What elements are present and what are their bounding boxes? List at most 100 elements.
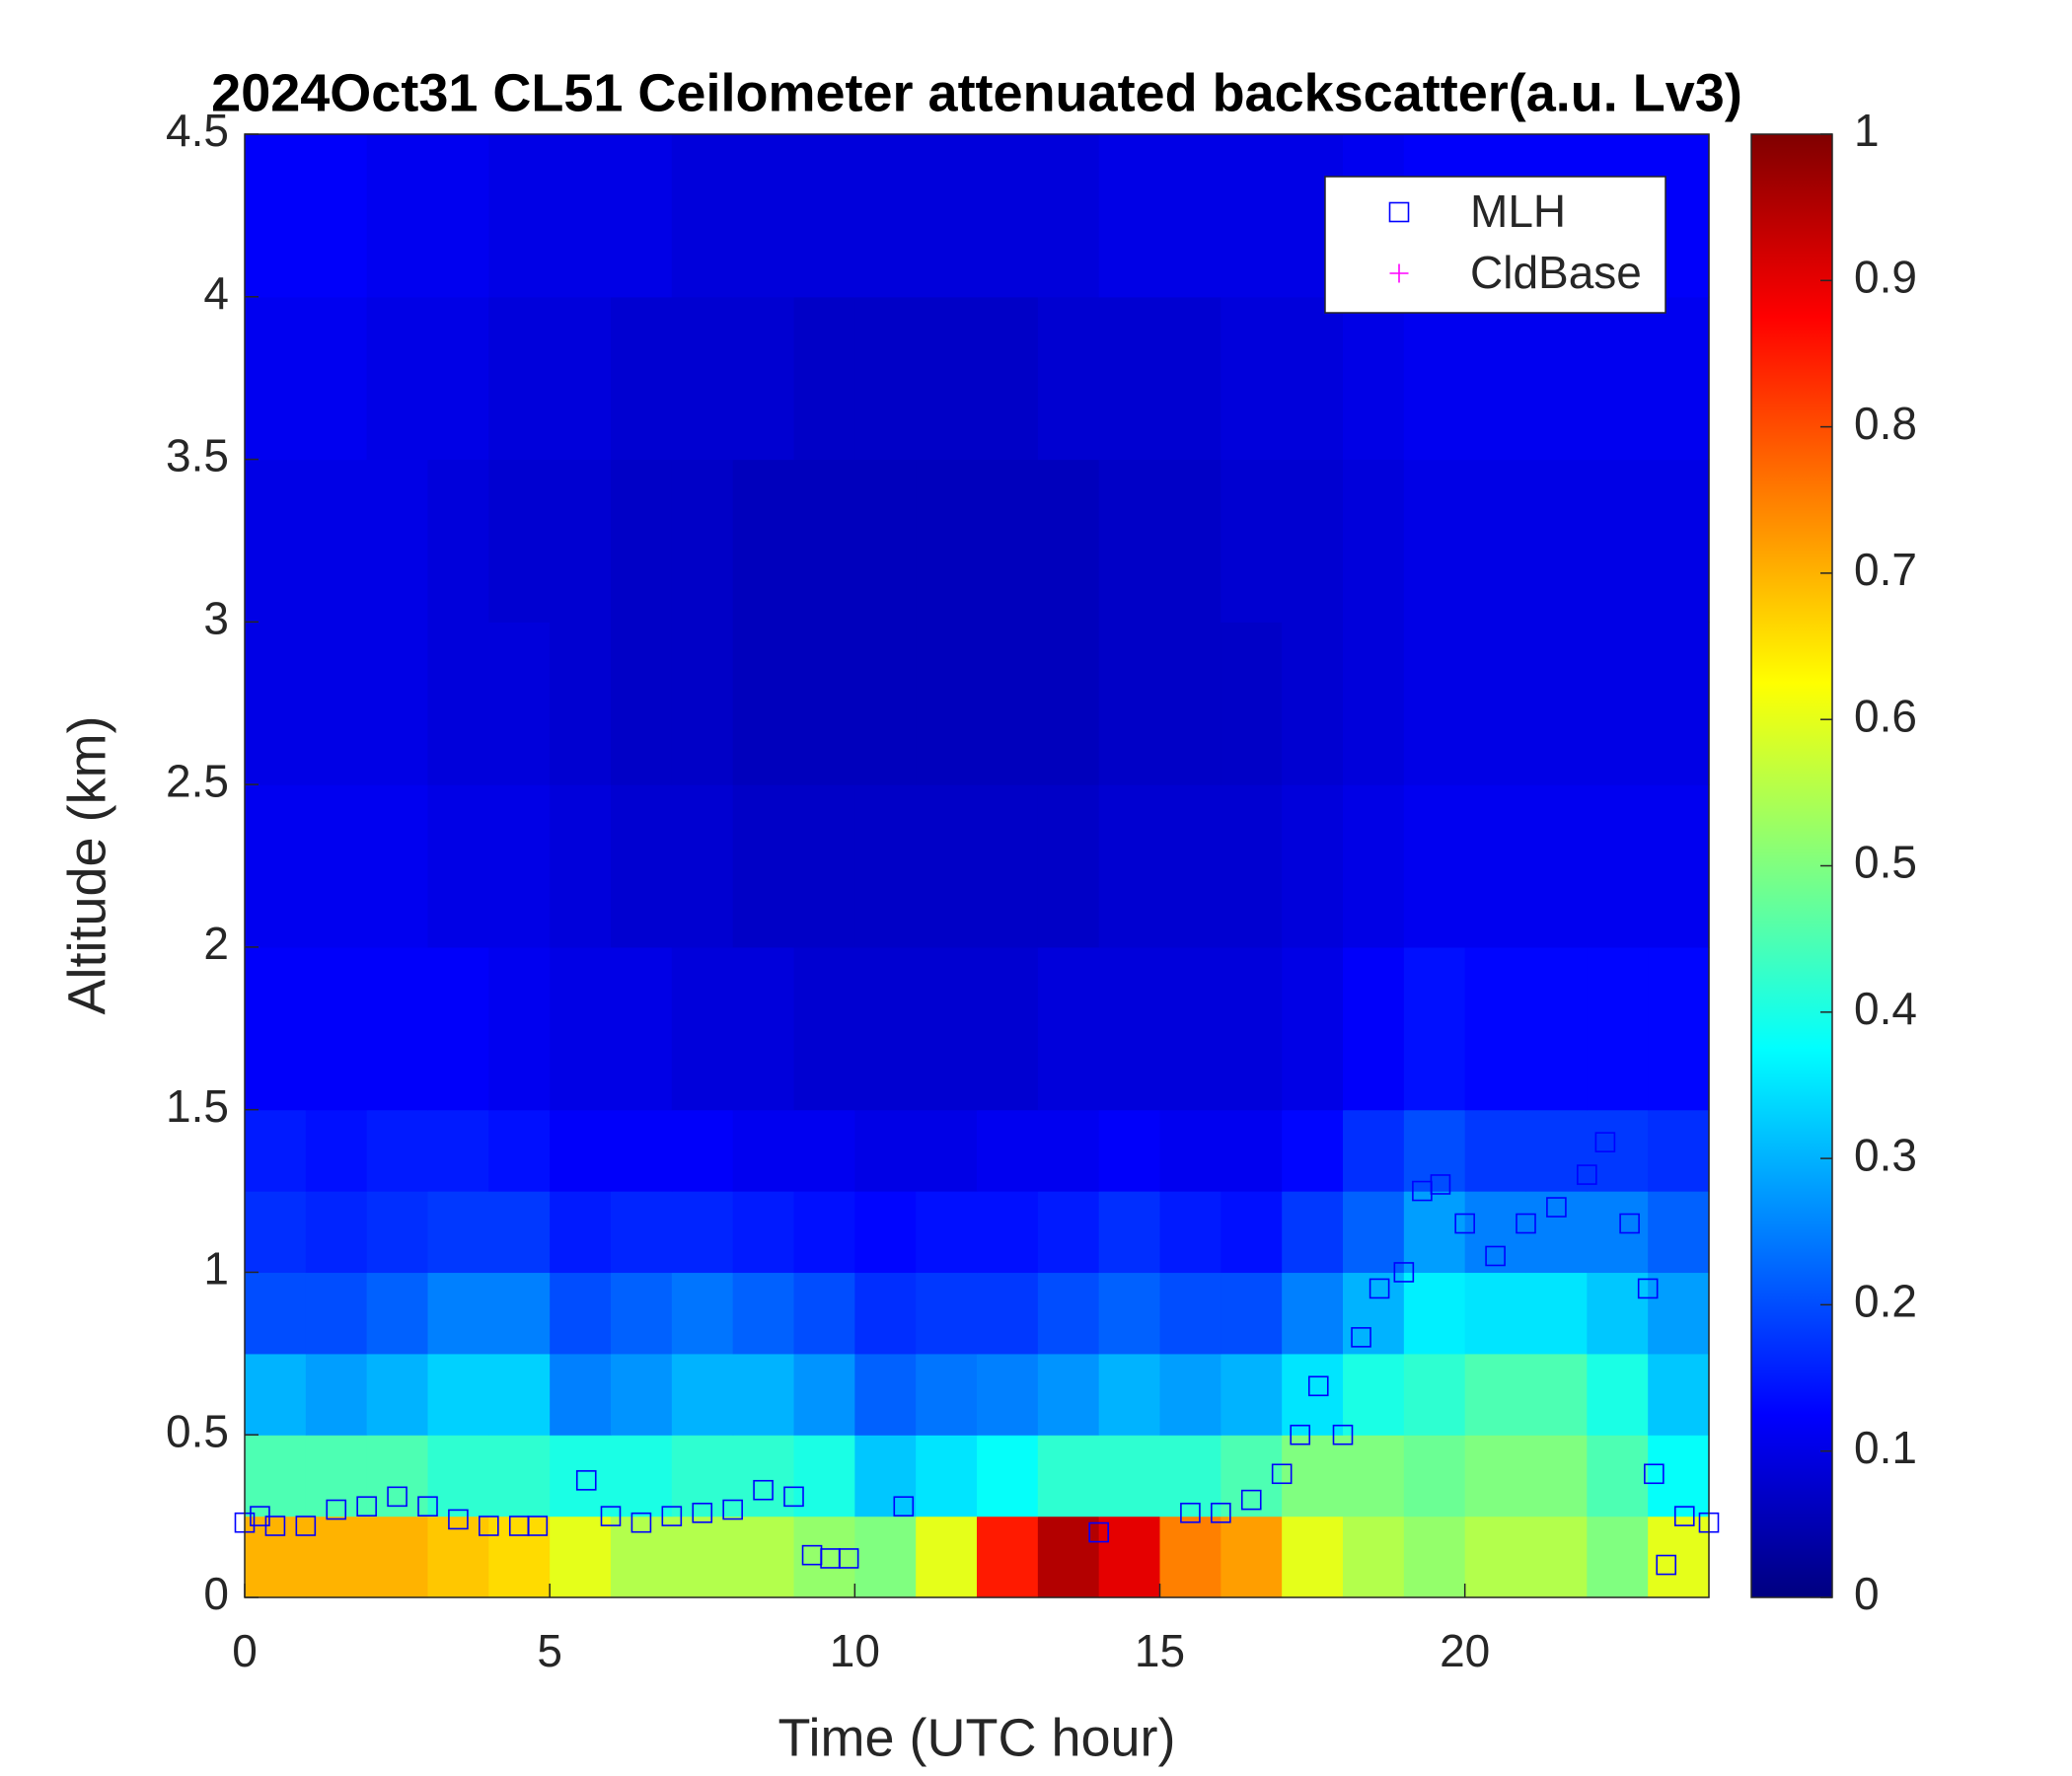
y-tick-label: 1.5 bbox=[166, 1080, 229, 1132]
heatmap-cell bbox=[1464, 622, 1527, 785]
x-tick-label: 0 bbox=[232, 1625, 258, 1676]
heatmap-cell bbox=[245, 296, 307, 461]
heatmap-cell bbox=[305, 296, 368, 461]
heatmap-cell bbox=[732, 134, 795, 298]
heatmap-cell bbox=[916, 134, 978, 298]
mlh-marker bbox=[1594, 1132, 1616, 1152]
heatmap-cell bbox=[1037, 622, 1100, 785]
heatmap-cell bbox=[1403, 946, 1466, 1111]
mlh-marker bbox=[448, 1509, 469, 1530]
heatmap-cell bbox=[916, 1516, 978, 1598]
heatmap-cell bbox=[427, 784, 489, 948]
heatmap-cell bbox=[1282, 784, 1344, 948]
heatmap-cell bbox=[1037, 946, 1100, 1111]
heatmap-cell bbox=[550, 1109, 612, 1192]
heatmap-cell bbox=[488, 784, 551, 948]
heatmap-cell bbox=[1098, 296, 1161, 461]
heatmap-cell bbox=[1587, 784, 1649, 948]
heatmap-cell bbox=[305, 1272, 368, 1355]
heatmap-cell bbox=[1587, 1109, 1649, 1192]
heatmap-cell bbox=[366, 1516, 429, 1598]
mlh-marker bbox=[1430, 1174, 1451, 1195]
heatmap-cell bbox=[977, 1191, 1039, 1274]
heatmap-cell bbox=[1221, 1516, 1283, 1598]
heatmap-cell bbox=[916, 784, 978, 948]
heatmap-cell bbox=[550, 1191, 612, 1274]
heatmap-cell bbox=[793, 784, 855, 948]
heatmap-cell bbox=[305, 1109, 368, 1192]
mlh-marker bbox=[326, 1499, 347, 1520]
mlh-marker bbox=[1656, 1554, 1677, 1576]
heatmap-cell bbox=[366, 459, 429, 623]
heatmap-cell bbox=[854, 459, 917, 623]
heatmap-cell bbox=[1159, 1516, 1221, 1598]
mlh-marker bbox=[1290, 1424, 1311, 1445]
heatmap-cell bbox=[977, 784, 1039, 948]
heatmap-cell bbox=[977, 1109, 1039, 1192]
heatmap-cell bbox=[611, 1353, 673, 1436]
heatmap-cell bbox=[1587, 459, 1649, 623]
heatmap-cell bbox=[977, 622, 1039, 785]
heatmap-cell bbox=[245, 1435, 307, 1517]
heatmap-cell bbox=[611, 1191, 673, 1274]
chart-title: 2024Oct31 CL51 Ceilometer attenuated bac… bbox=[211, 63, 1742, 122]
heatmap-cell bbox=[611, 134, 673, 298]
heatmap-cell bbox=[1403, 459, 1466, 623]
mlh-marker bbox=[1619, 1213, 1640, 1234]
heatmap-cell bbox=[793, 1353, 855, 1436]
heatmap-cell bbox=[671, 459, 734, 623]
y-tick-label: 4 bbox=[203, 267, 229, 319]
heatmap-cell bbox=[1403, 622, 1466, 785]
heatmap-cell bbox=[1525, 1516, 1588, 1598]
mlh-marker bbox=[630, 1512, 652, 1533]
heatmap-cell bbox=[1037, 296, 1100, 461]
heatmap-cell bbox=[611, 459, 673, 623]
heatmap-cell bbox=[1037, 784, 1100, 948]
x-tick-label: 5 bbox=[537, 1625, 562, 1676]
heatmap-cell bbox=[1464, 784, 1527, 948]
colorbar-tick-label: 0.3 bbox=[1854, 1129, 1917, 1180]
heatmap-cell bbox=[1098, 1191, 1161, 1274]
heatmap-cell bbox=[1343, 1353, 1405, 1436]
heatmap-cell bbox=[427, 946, 489, 1111]
axes-box bbox=[244, 133, 1710, 1598]
heatmap-cell bbox=[1648, 622, 1710, 785]
heatmap-cell bbox=[732, 946, 795, 1111]
mlh-marker bbox=[1369, 1278, 1390, 1299]
heatmap-cell bbox=[732, 1109, 795, 1192]
heatmap-cell bbox=[854, 946, 917, 1111]
heatmap-cell bbox=[488, 1516, 551, 1598]
mlh-marker bbox=[893, 1496, 915, 1517]
heatmap-cell bbox=[1464, 946, 1527, 1111]
mlh-marker bbox=[1454, 1213, 1475, 1234]
mlh-marker bbox=[1351, 1327, 1371, 1348]
heatmap-cell bbox=[977, 1516, 1039, 1598]
heatmap-cell bbox=[1343, 459, 1405, 623]
heatmap-cell bbox=[916, 1353, 978, 1436]
legend-marker bbox=[1389, 263, 1409, 283]
heatmap-cell bbox=[1343, 1272, 1405, 1355]
heatmap-cell bbox=[1525, 1272, 1588, 1355]
heatmap-cell bbox=[1282, 1191, 1344, 1274]
heatmap-cell bbox=[1037, 134, 1100, 298]
heatmap-cell bbox=[732, 459, 795, 623]
heatmap-cell bbox=[1098, 1109, 1161, 1192]
heatmap-cell bbox=[1343, 296, 1405, 461]
heatmap-cell bbox=[671, 296, 734, 461]
heatmap-cell bbox=[977, 1435, 1039, 1517]
heatmap-cell bbox=[1464, 1353, 1527, 1436]
y-tick-label: 3 bbox=[203, 592, 229, 643]
heatmap-cell bbox=[488, 134, 551, 298]
heatmap-cell bbox=[671, 1272, 734, 1355]
heatmap-cell bbox=[611, 296, 673, 461]
mlh-marker bbox=[264, 1516, 286, 1536]
heatmap-cell bbox=[732, 784, 795, 948]
mlh-marker bbox=[753, 1479, 774, 1501]
heatmap-cell bbox=[550, 1435, 612, 1517]
heatmap-cell bbox=[366, 1191, 429, 1274]
heatmap-cell bbox=[611, 1516, 673, 1598]
mlh-marker bbox=[1577, 1164, 1597, 1185]
heatmap-cell bbox=[793, 1109, 855, 1192]
heatmap-cell bbox=[245, 459, 307, 623]
heatmap-cell bbox=[977, 296, 1039, 461]
